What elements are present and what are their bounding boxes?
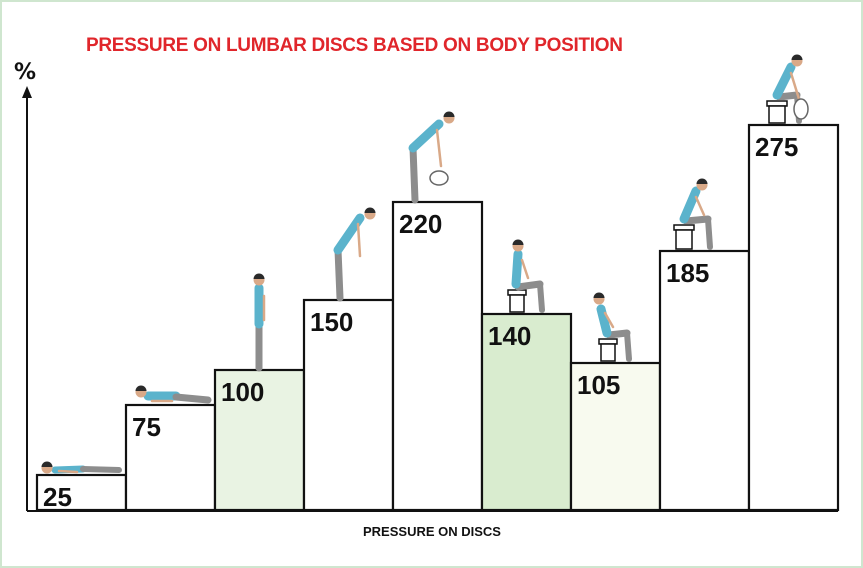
- bar-1: [35, 473, 128, 512]
- lifting-weight-figure-icon: [408, 111, 455, 204]
- bar-8: [658, 249, 751, 512]
- lying-on-side-figure-icon: [135, 385, 212, 404]
- bar-5: [391, 200, 484, 512]
- value-label-7: 105: [577, 370, 620, 400]
- bars-group: [35, 123, 840, 512]
- standing-figure-icon: [253, 273, 266, 372]
- value-label-5: 220: [399, 209, 442, 239]
- x-axis-label: PRESSURE ON DISCS: [363, 524, 501, 539]
- value-label-6: 140: [488, 321, 531, 351]
- value-label-9: 275: [755, 132, 798, 162]
- value-labels-group: 25 75 100 150 220 140 105 185 275: [43, 132, 798, 512]
- value-label-4: 150: [310, 307, 353, 337]
- sitting-lifting-figure-icon: [766, 54, 809, 124]
- figures-group: [41, 54, 809, 474]
- lying-on-back-figure-icon: [41, 461, 122, 474]
- chart-title: PRESSURE ON LUMBAR DISCS BASED ON BODY P…: [86, 35, 623, 56]
- value-label-3: 100: [221, 377, 264, 407]
- bar-7: [569, 361, 662, 512]
- sitting-upright-figure-icon: [507, 239, 545, 313]
- leaning-forward-figure-icon: [333, 207, 376, 302]
- value-label-2: 75: [132, 412, 161, 442]
- y-axis-arrow-icon: [22, 86, 32, 98]
- bar-9: [747, 123, 840, 512]
- sitting-leaning-figure-icon: [673, 178, 713, 250]
- value-label-8: 185: [666, 258, 709, 288]
- y-axis-label: %: [14, 60, 37, 85]
- sitting-reclined-figure-icon: [593, 292, 632, 362]
- bar-6: [480, 312, 573, 512]
- value-label-1: 25: [43, 482, 72, 512]
